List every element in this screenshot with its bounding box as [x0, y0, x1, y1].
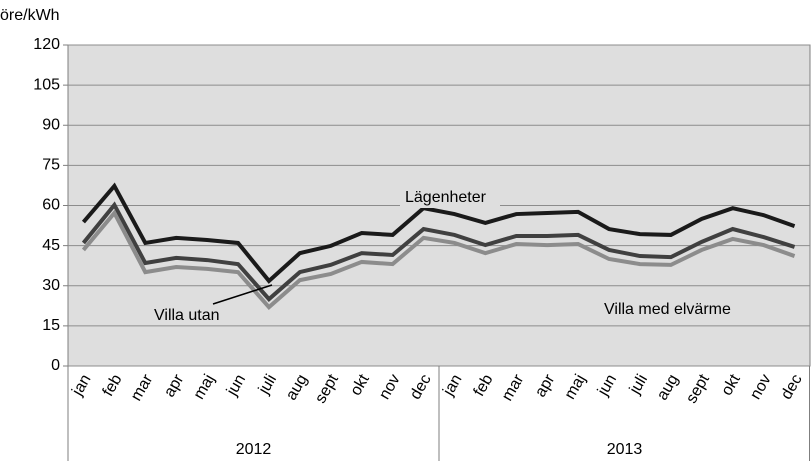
series-line	[81, 182, 796, 284]
x-tick-label: okt	[718, 371, 744, 398]
x-tick-label: apr	[532, 371, 559, 400]
annotation-pointer	[212, 284, 273, 305]
group-label: 2012	[236, 441, 272, 458]
x-tick-label: dec	[778, 372, 806, 403]
y-tick-label: 60	[42, 197, 60, 214]
series-annotation: Villa utan	[154, 307, 220, 324]
y-axis-label: öre/kWh	[0, 7, 60, 24]
y-tick-label: 75	[42, 157, 60, 174]
x-tick-label: feb	[471, 372, 497, 400]
x-tick-label: jan	[69, 372, 95, 400]
x-tick-label: mar	[128, 371, 157, 404]
x-tick-label: jun	[223, 372, 249, 400]
x-tick-label: feb	[100, 372, 126, 400]
x-tick-label: apr	[161, 371, 188, 400]
x-tick-label: aug	[283, 372, 311, 404]
x-tick-label: nov	[376, 372, 404, 403]
y-tick-label: 15	[42, 317, 60, 334]
y-tick-label: 120	[33, 36, 60, 53]
x-tick-label: juli	[626, 372, 651, 398]
y-tick-label: 30	[42, 277, 60, 294]
series-annotation: Villa med elvärme	[604, 301, 731, 318]
x-tick-label: juli	[255, 372, 280, 398]
x-tick-label: maj	[191, 372, 219, 403]
x-tick-label: mar	[499, 371, 528, 404]
x-tick-label: dec	[407, 372, 435, 403]
x-tick-label: maj	[562, 372, 590, 403]
y-tick-label: 90	[42, 116, 60, 133]
series-annotation: Lägenheter	[405, 189, 487, 206]
x-tick-label: sept	[312, 371, 342, 406]
group-label: 2013	[607, 441, 643, 458]
series-line	[81, 201, 796, 302]
x-tick-label: okt	[347, 371, 373, 398]
series-line	[81, 209, 796, 310]
y-tick-label: 0	[51, 357, 60, 374]
x-tick-label: aug	[654, 372, 682, 404]
x-tick-label: jan	[440, 372, 466, 400]
x-tick-label: nov	[747, 372, 775, 403]
y-tick-label: 45	[42, 237, 60, 254]
y-tick-label: 105	[33, 76, 60, 93]
x-tick-label: sept	[683, 371, 713, 406]
label-bg	[400, 186, 500, 208]
x-tick-label: jun	[594, 372, 620, 400]
